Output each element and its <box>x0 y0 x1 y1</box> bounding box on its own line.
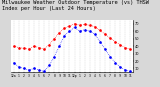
Text: Milwaukee Weather Outdoor Temperature (vs) THSW Index per Hour (Last 24 Hours): Milwaukee Weather Outdoor Temperature (v… <box>2 0 148 11</box>
